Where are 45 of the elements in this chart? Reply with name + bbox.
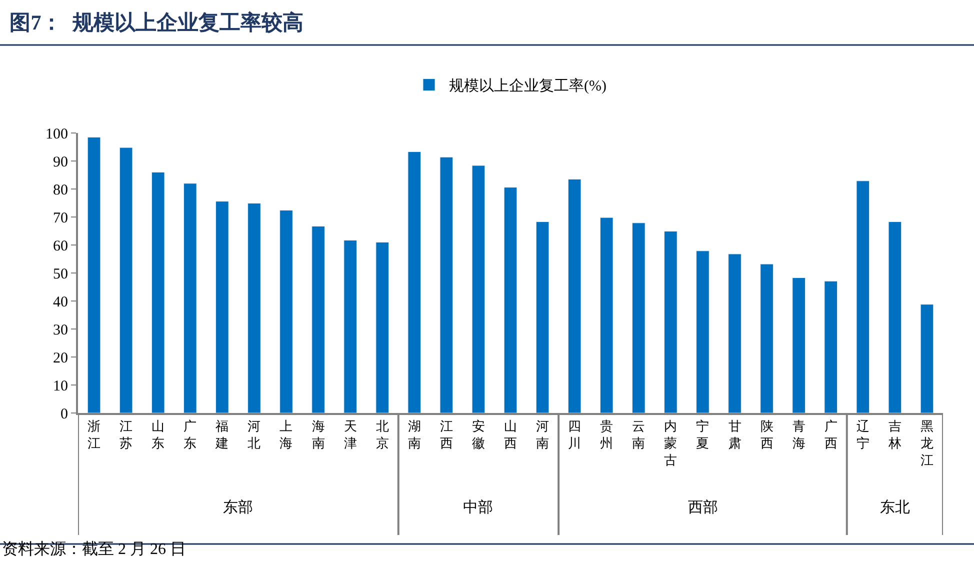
text: 中部 — [463, 499, 493, 516]
x-tick-label: 甘肃 — [728, 418, 742, 450]
text: 东部 — [223, 499, 253, 516]
x-tick-label: 贵州 — [600, 418, 614, 450]
x-tick-label: 河南 — [536, 418, 550, 450]
x-tick-label: 青海 — [792, 418, 806, 450]
x-tick-label: 黑龙江 — [920, 418, 934, 468]
x-tick-label: 四川 — [568, 418, 582, 450]
text: 东北 — [880, 499, 910, 516]
x-tick-label: 福建 — [214, 418, 229, 450]
x-tick-label: 山西 — [504, 418, 517, 450]
x-tick-label: 内蒙古 — [664, 418, 678, 468]
x-tick-label: 云南 — [632, 418, 646, 450]
y-tick-label: 10 — [53, 378, 68, 394]
y-tick-label: 40 — [53, 294, 68, 310]
x-tick-label: 江西 — [440, 418, 453, 450]
x-tick-label: 海南 — [312, 418, 325, 450]
y-tick-label: 70 — [53, 210, 68, 226]
x-tick-label: 山东 — [152, 418, 165, 450]
y-tick-label: 30 — [53, 322, 68, 338]
x-tick-label: 江苏 — [120, 418, 133, 450]
x-tick-label: 广东 — [184, 418, 197, 450]
y-tick-label: 60 — [53, 238, 68, 254]
y-tick-label: 80 — [53, 182, 68, 198]
x-tick-label: 辽宁 — [856, 418, 870, 450]
x-tick-label: 陕西 — [760, 418, 774, 450]
chart-title: 图7： 规模以上企业复工率较高 — [10, 10, 304, 34]
y-tick-label: 100 — [46, 126, 68, 142]
legend-label: 规模以上企业复工率(%) — [449, 78, 606, 95]
x-tick-label: 吉林 — [887, 418, 902, 450]
x-tick-label: 宁夏 — [696, 418, 710, 450]
text: 资料来源：截至 2 月 26 日 — [2, 540, 186, 558]
x-tick-label: 河北 — [248, 418, 261, 450]
x-tick-label: 天津 — [344, 418, 357, 450]
x-tick-label: 广西 — [824, 418, 838, 450]
x-tick-label: 浙江 — [88, 418, 101, 450]
y-tick-label: 20 — [53, 350, 68, 366]
x-tick-label: 北京 — [376, 418, 389, 450]
text: 西部 — [688, 499, 718, 516]
y-tick-label: 0 — [60, 406, 68, 422]
x-tick-label: 上海 — [280, 418, 293, 450]
x-tick-label: 湖南 — [408, 418, 421, 450]
y-tick-label: 90 — [53, 154, 68, 170]
y-tick-label: 50 — [53, 266, 68, 282]
x-tick-label: 安徽 — [472, 418, 485, 450]
